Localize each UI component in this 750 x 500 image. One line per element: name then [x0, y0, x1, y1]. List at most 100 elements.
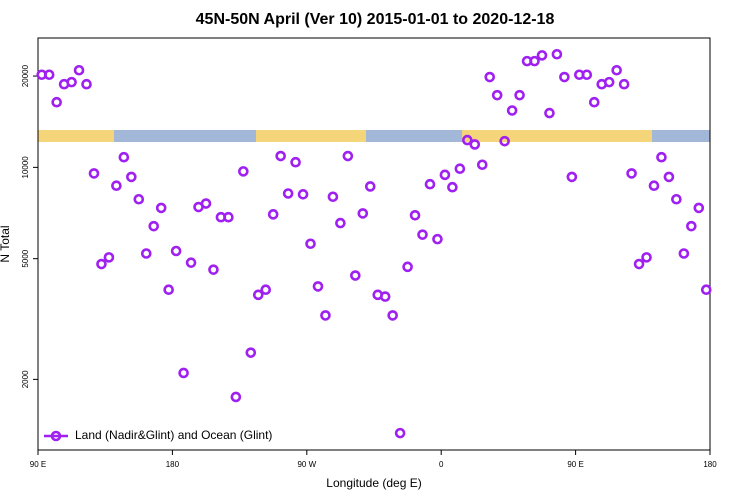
x-tick-label: 180: [703, 460, 717, 469]
point: [260, 284, 272, 296]
point: [88, 168, 100, 179]
point: [297, 189, 309, 200]
point: [223, 211, 234, 223]
point: [208, 264, 219, 275]
point: [618, 78, 630, 90]
point: [491, 89, 503, 101]
point: [529, 55, 540, 67]
point: [409, 209, 421, 221]
point: [394, 427, 406, 439]
legend-label: Land (Nadir&Glint) and Ocean (Glint): [75, 428, 272, 442]
point: [252, 289, 264, 301]
point: [379, 291, 391, 302]
y-tick-label: 20000: [21, 64, 30, 87]
point: [499, 135, 510, 147]
point: [282, 188, 294, 199]
point: [536, 50, 548, 61]
point: [118, 151, 130, 163]
chart-title: 45N-50N April (Ver 10) 2015-01-01 to 202…: [196, 11, 555, 28]
point: [469, 139, 481, 150]
point: [350, 270, 361, 281]
x-tick-label: 0: [439, 460, 444, 469]
point: [462, 134, 473, 146]
point: [364, 181, 376, 192]
point: [305, 238, 316, 250]
land-band: [462, 130, 652, 142]
point: [267, 209, 279, 220]
point: [230, 391, 242, 403]
point: [686, 220, 697, 232]
point: [603, 76, 615, 88]
point: [96, 258, 107, 270]
point: [178, 367, 189, 379]
x-tick-label: 90 E: [30, 460, 46, 469]
point: [484, 71, 496, 83]
point: [544, 107, 555, 119]
point: [155, 202, 167, 214]
point: [185, 257, 197, 268]
point: [312, 281, 324, 292]
point: [663, 171, 675, 183]
plot-frame: [37, 37, 711, 451]
point: [73, 64, 85, 76]
y-axis-label: N Total: [0, 225, 12, 262]
point: [559, 71, 570, 83]
point: [245, 347, 257, 358]
x-tick-label: 90 E: [567, 460, 583, 469]
land-band: [38, 130, 114, 142]
point: [626, 168, 637, 179]
x-tick-label: 90 W: [297, 460, 316, 469]
land-band: [256, 130, 366, 142]
point: [327, 191, 339, 203]
point: [238, 166, 249, 177]
point: [633, 258, 645, 270]
point: [588, 96, 600, 108]
point: [641, 252, 652, 263]
point: [320, 310, 331, 321]
point: [290, 156, 301, 168]
point: [611, 64, 622, 76]
point: [170, 245, 182, 257]
x-tick-label: 180: [166, 460, 180, 469]
point: [111, 180, 122, 192]
point: [357, 208, 369, 219]
point: [678, 248, 690, 259]
point: [126, 171, 137, 183]
point: [163, 284, 174, 296]
point: [148, 220, 160, 232]
y-tick-label: 2000: [21, 370, 30, 388]
point: [439, 169, 451, 181]
point: [551, 48, 563, 60]
point: [342, 150, 354, 162]
point: [700, 284, 712, 296]
point: [476, 159, 488, 171]
point: [454, 163, 466, 174]
legend-marker: [50, 430, 62, 442]
point: [51, 96, 62, 108]
point: [514, 89, 525, 101]
point: [200, 198, 212, 209]
point: [402, 261, 413, 273]
point: [447, 181, 458, 193]
point: [43, 69, 55, 81]
y-tick-label: 10000: [21, 156, 30, 179]
point: [335, 217, 346, 229]
x-axis-label: Longitude (deg E): [326, 476, 421, 490]
y-tick-label: 5000: [21, 249, 30, 267]
point: [648, 180, 660, 192]
point: [103, 252, 115, 263]
point: [66, 76, 77, 88]
point: [581, 69, 593, 81]
point: [566, 171, 578, 183]
point: [693, 202, 705, 214]
land-ocean-strip: [38, 130, 710, 142]
point: [387, 310, 398, 321]
point: [656, 151, 667, 163]
point: [140, 248, 152, 259]
point: [81, 78, 92, 90]
point: [417, 229, 428, 240]
point: [432, 233, 443, 245]
point: [133, 193, 145, 205]
point: [424, 178, 436, 190]
